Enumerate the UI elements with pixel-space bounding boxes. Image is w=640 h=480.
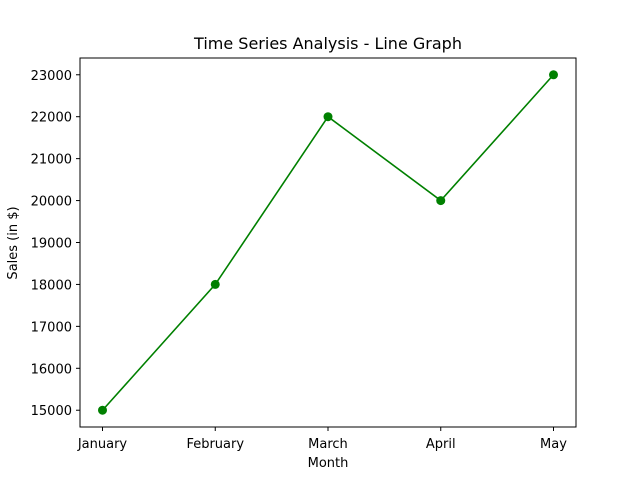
x-tick-label: April [426, 437, 456, 452]
y-tick-label: 22000 [31, 111, 72, 126]
data-point-april [436, 196, 446, 206]
y-tick-label: 18000 [31, 278, 72, 293]
data-point-march [323, 112, 333, 122]
y-tick-label: 16000 [31, 362, 72, 377]
y-tick-label: 20000 [31, 195, 72, 210]
y-tick-label: 21000 [31, 153, 72, 168]
x-axis-ticks: January February March April May [77, 427, 567, 452]
x-tick-label: January [77, 437, 128, 452]
y-tick-label: 15000 [31, 404, 72, 419]
data-point-may [549, 70, 558, 80]
y-axis-label: Sales (in $) [6, 206, 21, 279]
data-point-january [98, 405, 107, 415]
x-tick-label: February [186, 437, 244, 452]
x-tick-label: March [308, 437, 348, 452]
data-point-february [210, 279, 220, 289]
y-tick-label: 23000 [31, 69, 72, 84]
x-axis-label: Month [308, 456, 349, 471]
series-layer [98, 70, 558, 415]
x-tick-label: May [540, 437, 567, 452]
y-tick-label: 17000 [31, 320, 72, 335]
y-tick-label: 19000 [31, 237, 72, 252]
y-axis-ticks: 15000 16000 17000 18000 19000 20000 21000 22000… [31, 69, 80, 419]
chart-title: Time Series Analysis - Line Graph [193, 34, 462, 53]
series-line [101, 74, 555, 411]
